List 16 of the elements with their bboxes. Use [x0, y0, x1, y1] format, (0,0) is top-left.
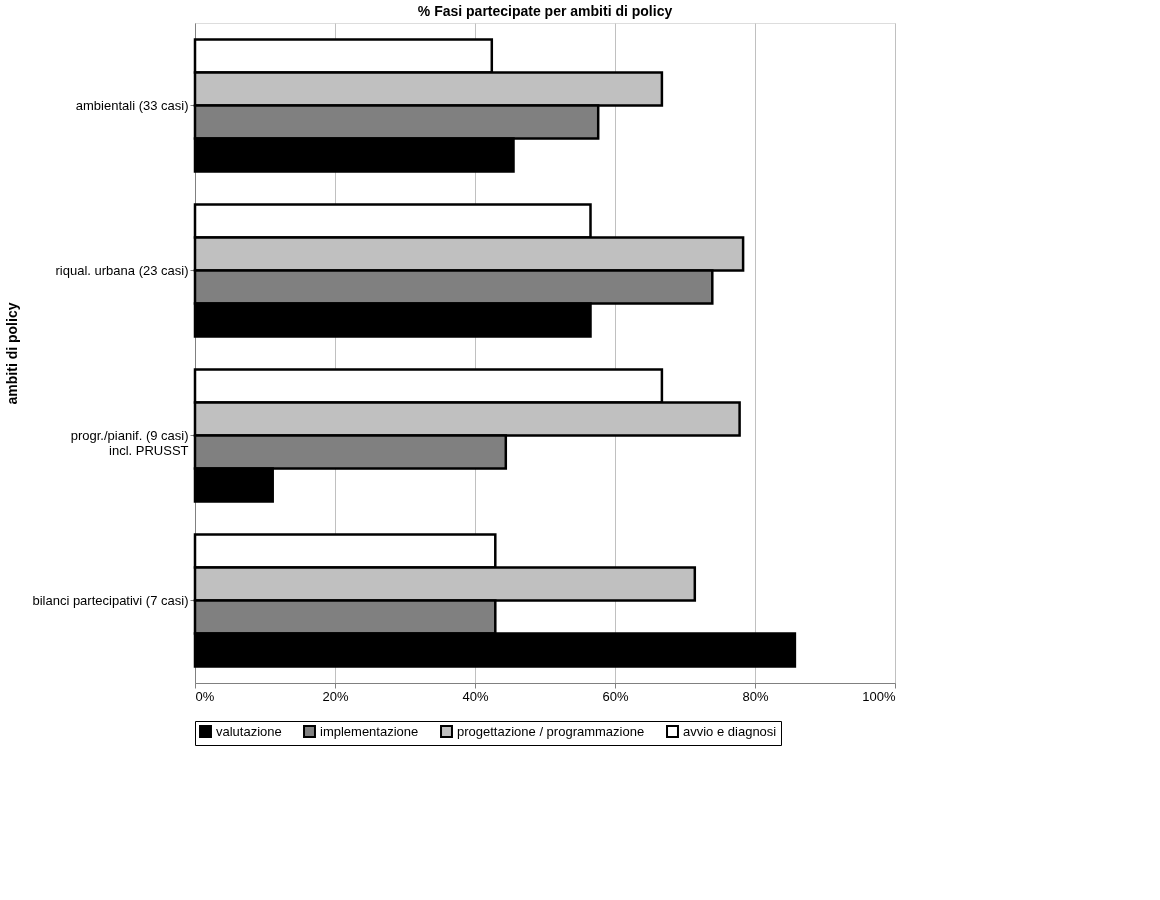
y-tick-label: progr./pianif. (9 casi) incl. PRUSST [70, 427, 189, 458]
y-tick-label: riqual. urbana (23 casi) [55, 262, 189, 278]
y-tick-label: ambientali (33 casi) [75, 97, 189, 113]
x-tick-label: 100% [862, 688, 896, 704]
x-tick-label: 40% [462, 688, 489, 704]
y-tick-label: bilanci partecipativi (7 casi) [32, 592, 189, 608]
x-tick-label: 60% [602, 688, 629, 704]
legend-label: valutazione [216, 723, 282, 739]
legend-label: progettazione / programmazione [457, 723, 645, 739]
chart-title: % Fasi partecipate per ambiti di policy [417, 3, 673, 19]
x-tick-label: 20% [322, 688, 349, 704]
legend-label: implementazione [320, 723, 419, 739]
y-axis-title: ambiti di policy [4, 302, 21, 405]
x-tick-label: 80% [742, 688, 769, 704]
x-tick-label: 0% [195, 688, 215, 704]
legend-label: avvio e diagnosi [683, 723, 777, 739]
